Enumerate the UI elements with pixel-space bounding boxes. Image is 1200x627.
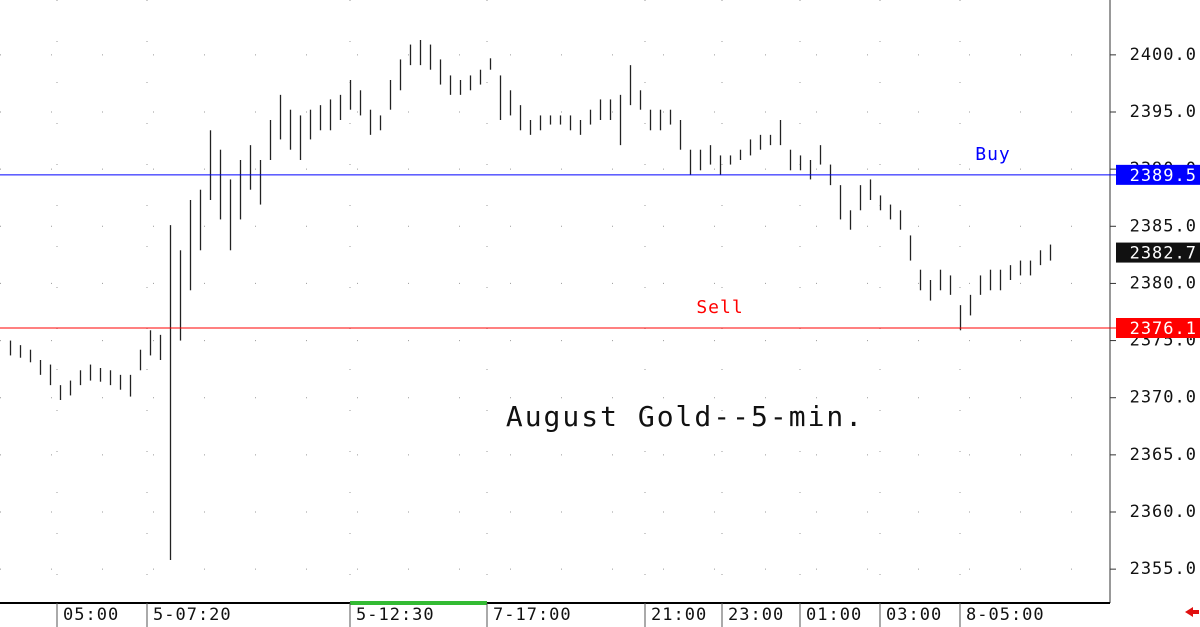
scroll-arrow[interactable]	[1185, 607, 1199, 617]
y-tick-label: 2385.0	[1130, 216, 1197, 236]
x-tick-label: 03:00	[886, 605, 942, 625]
y-tick-label: 2365.0	[1130, 445, 1197, 465]
y-tick-label: 2380.0	[1130, 273, 1197, 293]
y-tick-label: 2360.0	[1130, 502, 1197, 522]
y-tick-label: 2395.0	[1130, 102, 1197, 122]
x-tick-label: 8-05:00	[966, 605, 1045, 625]
x-tick-label: 01:00	[806, 605, 862, 625]
x-tick-label: 05:00	[63, 605, 119, 625]
level-label: Sell	[696, 297, 743, 318]
level-price: 2376.1	[1130, 319, 1197, 339]
x-tick-label: 21:00	[651, 605, 707, 625]
chart-title: August Gold--5-min.	[506, 400, 864, 433]
last-price-tag	[1116, 242, 1200, 263]
last-price: 2382.7	[1130, 244, 1197, 264]
level-price: 2389.5	[1130, 166, 1197, 186]
y-tick-label: 2400.0	[1130, 45, 1197, 65]
level-price-tag	[1116, 318, 1200, 338]
level-label: Buy	[975, 144, 1011, 165]
x-tick-label: 5-07:20	[153, 605, 232, 625]
y-tick-label: 2370.0	[1130, 388, 1197, 408]
level-price-tag	[1116, 164, 1200, 185]
x-tick-label: 5-12:30	[356, 605, 435, 625]
x-tick-label: 7-17:00	[493, 605, 572, 625]
y-tick-label: 2355.0	[1130, 559, 1197, 579]
x-tick-label: 23:00	[728, 605, 784, 625]
session-highlight	[350, 601, 487, 605]
